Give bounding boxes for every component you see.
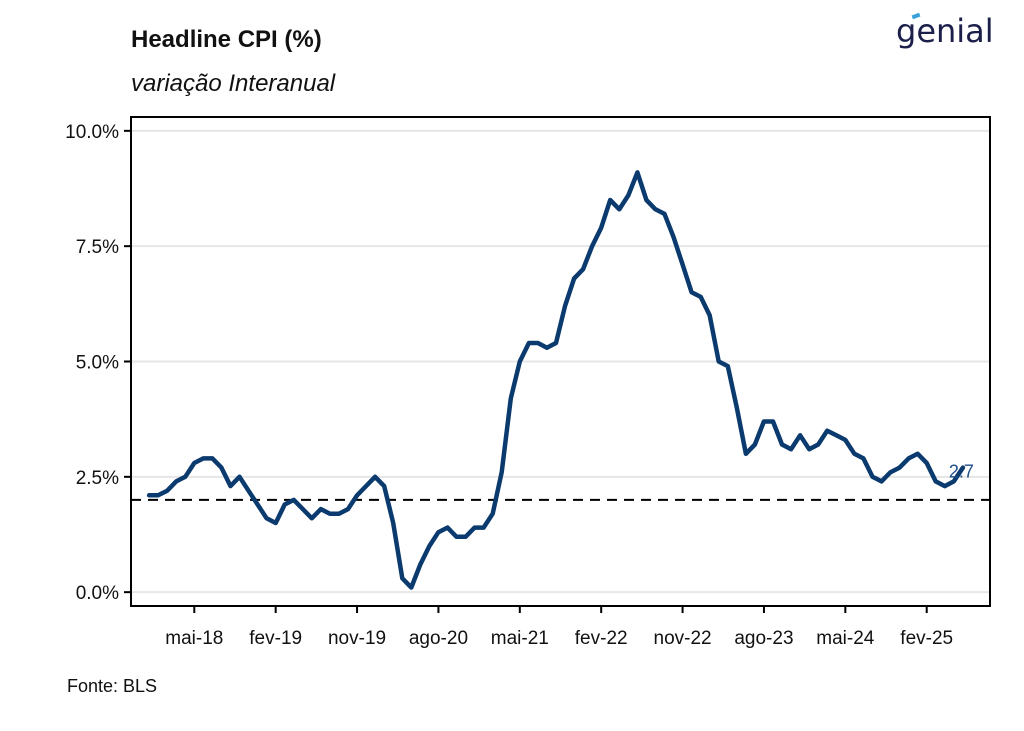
cpi-series-line (146, 170, 966, 590)
y-tick-label: 0.0% (76, 583, 119, 604)
x-tick-label: fev-22 (575, 628, 628, 649)
x-tick-label: ago-20 (409, 628, 468, 649)
y-tick-label: 5.0% (76, 353, 119, 374)
x-tick-label: ago-23 (734, 628, 793, 649)
chart-subtitle: variação Interanual (131, 70, 336, 97)
x-tick-label: mai-21 (491, 628, 549, 649)
x-tick-label: nov-19 (328, 628, 386, 649)
y-tick-label: 2.5% (76, 468, 119, 489)
source-note: Fonte: BLS (67, 676, 158, 696)
x-tick-label: mai-24 (816, 628, 875, 649)
y-tick-label: 7.5% (76, 237, 119, 258)
series-layer (146, 170, 966, 590)
y-tick-label: 10.0% (65, 122, 119, 143)
y-axis: 0.0% 2.5% 5.0% 7.5% 10.0% (65, 122, 131, 604)
x-tick-label: fev-25 (900, 628, 953, 649)
x-tick-label: mai-18 (165, 628, 223, 649)
last-value-label: 2.7 (949, 462, 974, 482)
x-tick-label: nov-22 (654, 628, 712, 649)
chart-title: Headline CPI (%) (131, 26, 322, 53)
x-tick-label: fev-19 (249, 628, 302, 649)
annotation-layer: 2.7 (949, 462, 974, 482)
grid-lines (131, 129, 990, 594)
x-axis: mai-18 fev-19 nov-19 ago-20 mai-21 fev-22 nov-… (165, 606, 953, 649)
